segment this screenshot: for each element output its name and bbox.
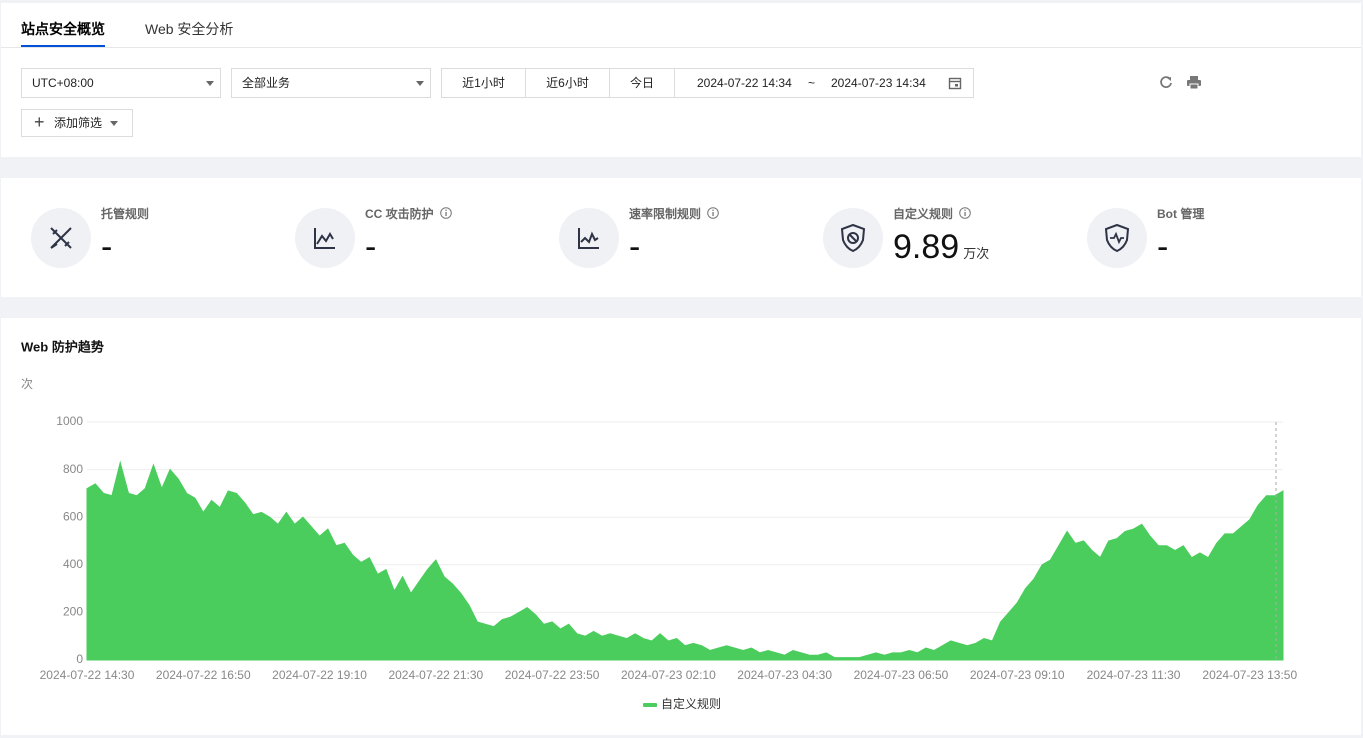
stat-label-text: CC 攻击防护: [365, 207, 434, 221]
quick-range[interactable]: 今日: [610, 69, 675, 97]
stat-label: Bot 管理: [1157, 207, 1205, 221]
stat-value: -: [629, 228, 641, 266]
calendar-icon[interactable]: [948, 76, 962, 90]
info-icon[interactable]: [440, 207, 452, 219]
info-icon[interactable]: [707, 207, 720, 219]
stat-icon: [295, 208, 355, 268]
business-select[interactable]: 全部业务: [231, 68, 431, 98]
timezone-select[interactable]: UTC+08:00: [21, 68, 221, 98]
stat-label: 自定义规则: [893, 205, 972, 222]
x-tick-label: 2024-07-23 11:30: [1087, 668, 1181, 682]
time-range: 近1小时 近6小时 今日 2024-07-22 14:34 ~ 2024-07-…: [441, 68, 974, 98]
x-tick-label: 2024-07-22 19:10: [272, 668, 367, 682]
range-separator: ~: [808, 76, 816, 90]
stat-icon: [823, 208, 883, 268]
x-tick-label: 2024-07-22 16:50: [156, 668, 251, 682]
legend-label: 自定义规则: [661, 696, 721, 711]
y-tick-label: 200: [63, 605, 83, 619]
add-filter-button[interactable]: + 添加筛选: [21, 109, 133, 137]
y-tick-label: 1000: [56, 414, 83, 428]
stat-value: -: [101, 228, 113, 266]
print-icon[interactable]: [1186, 75, 1202, 90]
x-tick-label: 2024-07-23 09:10: [970, 668, 1065, 682]
x-tick-label: 2024-07-23 04:30: [737, 668, 832, 682]
area: [86, 460, 1284, 661]
x-tick-label: 2024-07-23 02:10: [621, 668, 716, 682]
divider: [1, 47, 1361, 48]
x-tick-label: 2024-07-22 14:30: [40, 668, 135, 682]
end-date[interactable]: 2024-07-23 14:34: [831, 76, 926, 90]
filter-panel: 站点安全概览 Web 安全分析 UTC+08:00 全部业务 近1小时 近6小时…: [1, 3, 1361, 157]
stat-label-text: 速率限制规则: [629, 207, 702, 221]
quick-range[interactable]: 近1小时: [442, 69, 526, 97]
x-tick-label: 2024-07-23 13:50: [1202, 668, 1297, 682]
stat-label-text: 自定义规则: [893, 207, 954, 221]
stat-number: 9.89: [893, 228, 960, 266]
legend-swatch: [643, 703, 657, 707]
select-text: 全部业务: [242, 76, 291, 90]
refresh-icon[interactable]: [1159, 75, 1173, 89]
y-tick-label: 800: [63, 462, 83, 476]
stat-label: 托管规则: [101, 207, 150, 221]
legend-item[interactable]: 自定义规则: [643, 696, 721, 711]
y-axis-label: 次: [21, 377, 33, 391]
stat-icon: [31, 208, 91, 268]
quick-range[interactable]: 近6小时: [526, 69, 610, 97]
chart: Web 防护趋势 次 0 200 400 600 800 1000 2024-07-22 1…: [21, 339, 1297, 711]
tab[interactable]: 站点安全概览: [21, 21, 105, 37]
x-tick-label: 2024-07-23 06:50: [854, 668, 949, 682]
start-date[interactable]: 2024-07-22 14:34: [697, 76, 792, 90]
stat-label: CC 攻击防护: [365, 205, 452, 222]
x-tick-label: 2024-07-22 21:30: [388, 668, 483, 682]
select-text: UTC+08:00: [32, 76, 94, 90]
stat-icon: [1087, 208, 1147, 268]
stat-label: 速率限制规则: [629, 205, 720, 222]
y-tick-label: 400: [63, 557, 83, 571]
tab-underline: [21, 45, 105, 47]
stat-value: -: [1157, 228, 1169, 266]
chart-panel: Web 防护趋势 次 0 200 400 600 800 1000 2024-07-22 1…: [1, 318, 1361, 735]
stat-unit: 万次: [963, 246, 990, 261]
y-tick-label: 600: [63, 509, 83, 523]
stat-icon: [559, 208, 619, 268]
stat-value: 9.89 万次: [893, 228, 989, 267]
chart-title: Web 防护趋势: [21, 339, 104, 354]
y-tick-label: 0: [76, 652, 83, 666]
tab[interactable]: Web 安全分析: [145, 21, 234, 37]
button-text: 添加筛选: [54, 116, 103, 130]
stat-value: -: [365, 228, 377, 266]
stats-panel: 托管规则 - CC 攻击防护 - 速率限制规则 - 自定义规则 9.89 万次 B…: [1, 178, 1361, 297]
plus-icon: +: [34, 112, 45, 132]
info-icon[interactable]: [959, 207, 972, 219]
x-tick-label: 2024-07-22 23:50: [505, 668, 600, 682]
